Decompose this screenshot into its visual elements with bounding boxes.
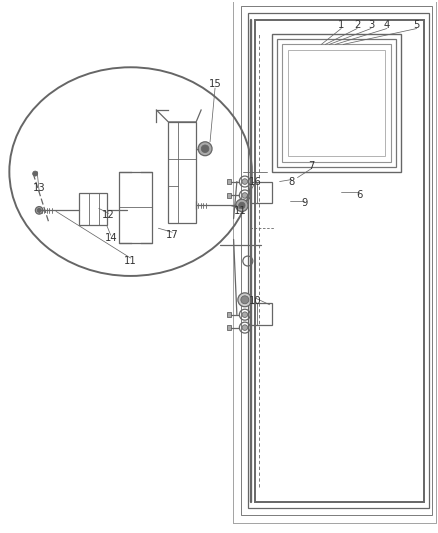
Bar	[227, 312, 231, 317]
Bar	[255, 20, 424, 502]
Text: 2: 2	[354, 20, 360, 29]
Text: 16: 16	[248, 176, 261, 187]
Text: 17: 17	[166, 230, 179, 240]
Bar	[233, 0, 436, 523]
Text: 1: 1	[338, 20, 344, 29]
Circle shape	[198, 142, 212, 156]
Text: 4: 4	[384, 20, 390, 29]
Text: 10: 10	[248, 296, 261, 306]
Text: 12: 12	[102, 211, 115, 220]
Bar	[227, 193, 231, 198]
Bar	[168, 122, 196, 223]
Bar	[288, 51, 385, 156]
Bar	[248, 13, 429, 508]
Circle shape	[239, 202, 245, 208]
Circle shape	[35, 207, 43, 214]
Text: 11: 11	[124, 256, 137, 266]
Bar	[79, 193, 107, 225]
Bar	[277, 39, 396, 167]
Bar	[282, 44, 391, 161]
Circle shape	[201, 145, 209, 152]
Circle shape	[241, 296, 249, 304]
Circle shape	[33, 171, 38, 176]
Text: 3: 3	[368, 20, 374, 29]
Circle shape	[242, 325, 247, 330]
Bar	[241, 6, 431, 515]
Bar	[250, 182, 272, 204]
Text: 5: 5	[413, 20, 420, 29]
Text: 7: 7	[308, 160, 314, 171]
Bar	[250, 303, 272, 325]
Text: 11: 11	[233, 206, 246, 216]
Circle shape	[242, 179, 247, 184]
Bar	[227, 325, 231, 330]
Text: 6: 6	[356, 190, 362, 200]
Bar	[227, 179, 231, 184]
Text: 9: 9	[301, 198, 307, 208]
Text: 15: 15	[208, 79, 221, 89]
Circle shape	[238, 293, 252, 307]
Circle shape	[242, 192, 247, 198]
Circle shape	[236, 199, 248, 212]
Text: 13: 13	[33, 183, 46, 193]
Bar	[272, 35, 401, 172]
Circle shape	[242, 312, 247, 318]
Text: 14: 14	[104, 233, 117, 243]
Circle shape	[37, 208, 41, 212]
Text: 8: 8	[288, 176, 295, 187]
